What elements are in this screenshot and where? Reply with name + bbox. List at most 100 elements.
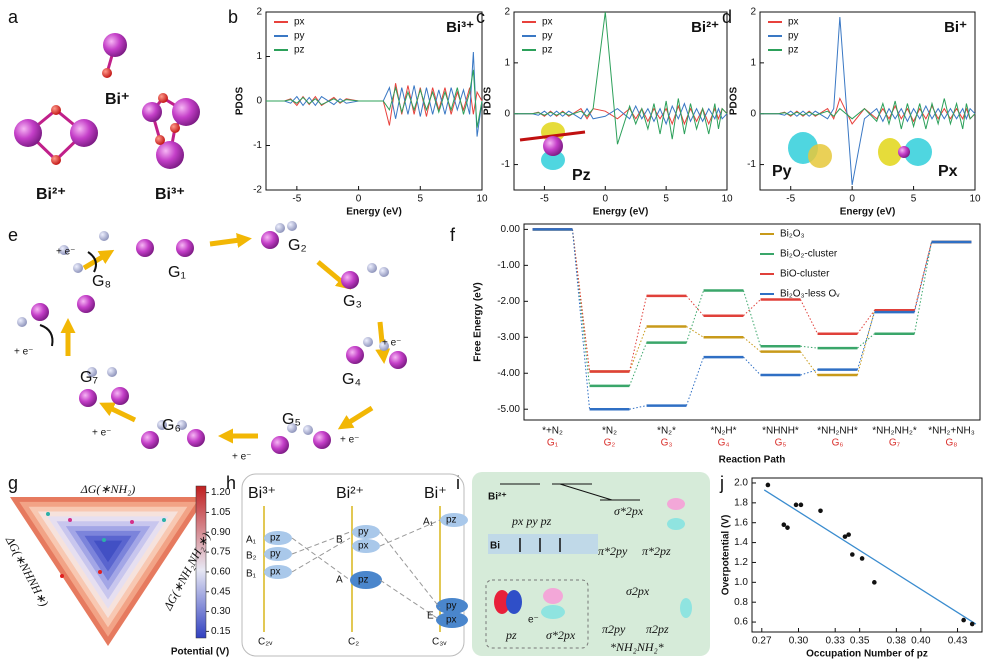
bi-atom <box>31 303 49 321</box>
x-axis-label: Reaction Path <box>719 455 786 466</box>
bi-atom <box>346 346 364 364</box>
connector <box>571 229 591 372</box>
panel-letter: a <box>8 7 19 27</box>
y-tick-label: 1.6 <box>734 517 748 528</box>
level-label: A₁ <box>246 535 257 546</box>
electron-label: + e⁻ <box>56 247 75 258</box>
orbital-label: π*2py <box>598 544 628 558</box>
connector <box>857 333 875 349</box>
plot-frame <box>523 223 981 421</box>
panel-letter: f <box>450 225 456 245</box>
n-atom <box>303 425 313 435</box>
n-atom <box>379 267 389 277</box>
bi-atom <box>341 271 359 289</box>
o-atom <box>170 123 180 133</box>
electron-arrow <box>519 538 561 552</box>
o-atom <box>158 93 168 103</box>
star-marker <box>68 518 72 522</box>
arrow <box>316 260 352 290</box>
level-label: A₁ <box>423 517 434 528</box>
orbital-label: py <box>446 601 457 612</box>
orbital-label: π*2pz <box>642 544 671 558</box>
pdos-line <box>760 98 976 130</box>
y-tick-label: 0 <box>504 108 510 119</box>
x-tick-label: *NH₂+NH₃ <box>928 426 975 437</box>
colorbar-tick-label: 1.05 <box>211 507 231 518</box>
orbital-label: σ2px <box>626 584 650 598</box>
legend-label: pz <box>542 45 553 56</box>
panel-h: Bi³⁺ Bi²⁺ Bi⁺ C₂ᵥ C₂ C₃ᵥ A₁ B₂ B₁ pz py … <box>241 473 468 657</box>
arrow <box>99 402 137 423</box>
star-marker <box>46 512 50 516</box>
electron-label: + e⁻ <box>382 338 401 349</box>
x-tick-label: 0.33 <box>825 636 845 647</box>
x-tick-label: 0.43 <box>948 636 968 647</box>
x-tick-label: 0.38 <box>887 636 907 647</box>
bi-atom <box>313 431 331 449</box>
x-tick-label: *N₂* <box>657 426 676 437</box>
y-tick-label: 0 <box>256 96 262 107</box>
panel-letter: e <box>8 225 18 245</box>
connector <box>628 342 648 387</box>
legend-label: px <box>294 17 305 28</box>
point <box>818 508 823 514</box>
n-atom <box>157 420 167 430</box>
state-label: G₄ <box>342 371 361 388</box>
orbital-inset <box>519 122 932 170</box>
state-label: G₅ <box>282 411 301 428</box>
state-label: G₇ <box>80 369 98 386</box>
ternary-axis-label: ΔG(∗NH₂) <box>80 482 136 496</box>
arrow <box>209 232 252 248</box>
legend-label: pz <box>294 45 305 56</box>
pdos-line <box>514 102 728 126</box>
legend-label: py <box>542 31 553 42</box>
point <box>785 525 790 530</box>
connector <box>742 290 762 347</box>
x-tick-label: 0.35 <box>850 636 870 647</box>
panel-letter: j <box>719 473 724 493</box>
symmetry-label: C₂ᵥ <box>258 637 273 648</box>
arrow <box>337 405 374 430</box>
bi-atom <box>543 136 563 156</box>
frame <box>241 473 465 657</box>
point <box>859 556 865 561</box>
y-tick-label: 1.0 <box>734 577 748 588</box>
y-axis-label: Free Energy (eV) <box>473 282 484 361</box>
symmetry-label: C₃ᵥ <box>432 637 447 648</box>
pdos-line <box>266 69 483 128</box>
plot-frame <box>759 11 976 191</box>
lobe <box>667 498 685 510</box>
annotation: Px <box>938 163 958 180</box>
electron-label: + e⁻ <box>92 428 111 439</box>
x-tick-label: 10 <box>476 194 488 205</box>
legend-label: py <box>788 31 799 42</box>
connector <box>800 369 818 376</box>
x-sublabel: G₄ <box>718 438 730 449</box>
point <box>765 482 771 488</box>
connector <box>686 295 704 317</box>
n-atom <box>87 367 97 377</box>
y-axis-label: Overpotential (V) <box>721 515 732 596</box>
column-label: Bi⁺ <box>424 485 447 502</box>
lobe <box>541 605 565 619</box>
orbital-label: σ*2px <box>546 628 576 642</box>
colorbar-tick-label: 1.20 <box>211 487 231 498</box>
x-tick-label: 0 <box>849 194 855 205</box>
state-label: G₂ <box>288 237 307 254</box>
x-axis-label: Occupation Number of pz <box>806 649 928 660</box>
plot-frame <box>513 11 728 191</box>
ion-label: Bi²⁺ <box>488 492 507 503</box>
x-axis-label: Energy (eV) <box>593 207 649 218</box>
molecules <box>17 221 407 454</box>
orbital-label: π2py <box>602 622 626 636</box>
x-tick-label: 0.30 <box>789 636 809 647</box>
connector <box>913 241 933 334</box>
legend-label: Bi₂O₂-cluster <box>780 249 838 260</box>
y-tick-label: 2 <box>750 7 756 18</box>
panel-letter: b <box>228 7 238 27</box>
bi-atom <box>70 119 98 147</box>
orbital-label: px py pz <box>511 514 552 528</box>
fit-line <box>763 489 977 625</box>
y-tick-label: 0.00 <box>501 224 521 235</box>
